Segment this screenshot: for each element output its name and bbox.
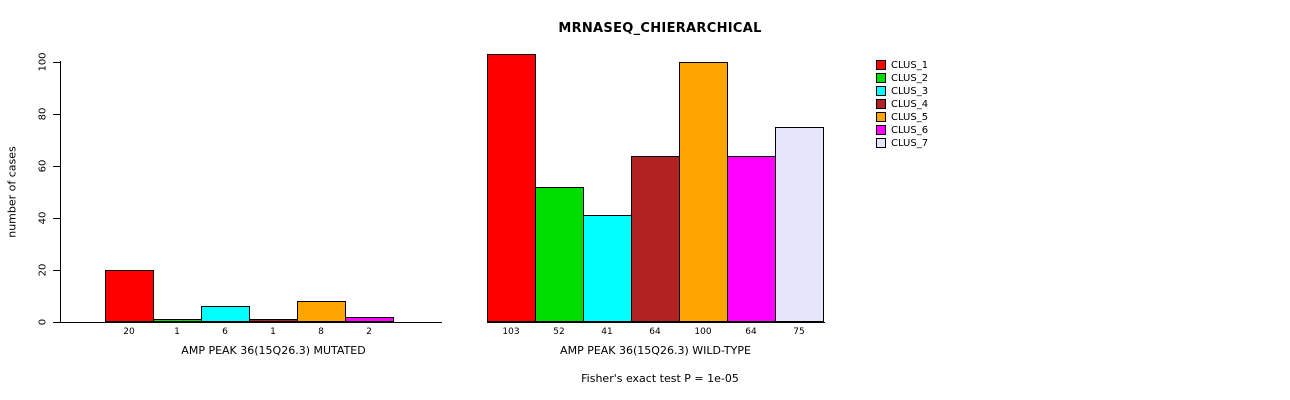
bar-clus_7 [775,127,824,322]
y-axis-title: number of cases [5,146,19,238]
footnote: Fisher's exact test P = 1e-05 [581,372,739,385]
y-tick-label: 100 [37,52,49,72]
bar-value-label: 103 [502,327,520,337]
legend-label: CLUS_6 [891,124,929,136]
legend-swatch-clus_4 [876,99,886,109]
y-tick-mark [53,322,60,323]
bar-group-mutated: 20 1 6 1 8 2 AMP PEAK 36(15Q26.3) MUTATED [105,0,442,400]
category-label-mutated: AMP PEAK 36(15Q26.3) MUTATED [181,344,366,357]
y-axis-line [60,61,61,323]
y-tick-label: 80 [37,107,49,121]
bar-value-label: 6 [222,327,228,337]
legend-swatch-clus_7 [876,138,886,148]
y-tick-label: 0 [37,318,49,326]
bar-value-label: 64 [745,327,757,337]
bar-value-label: 20 [123,327,135,337]
legend-item: CLUS_4 [876,98,928,110]
y-tick-mark [53,218,60,219]
legend-label: CLUS_3 [891,85,929,97]
legend-label: CLUS_7 [891,137,929,149]
legend-item: CLUS_6 [876,124,928,136]
bar-clus_3 [201,306,250,322]
bar-clus_3 [583,215,632,322]
bar-group-wildtype: 103 52 41 64 100 64 75 AMP PEAK 36(15Q26.3) WI… [487,0,824,400]
bar-value-label: 64 [649,327,661,337]
bar-clus_4 [631,155,680,322]
bars-wildtype [487,54,824,322]
bar-clus_6 [345,316,394,322]
x-axis-line-mutated [60,322,442,323]
bar-value-label: 52 [553,327,565,337]
bar-clus_1 [105,270,154,322]
chart-title: MRNASEQ_CHIERARCHICAL [558,21,762,36]
bar-value-label: 1 [174,327,180,337]
legend-label: CLUS_1 [891,59,929,71]
legend-label: CLUS_5 [891,111,929,123]
legend-swatch-clus_6 [876,125,886,135]
y-tick-mark [53,166,60,167]
bar-value-label: 41 [601,327,613,337]
y-tick-mark [53,270,60,271]
bar-value-labels-mutated: 20 1 6 1 8 2 [105,327,393,337]
legend: CLUS_1 CLUS_2 CLUS_3 CLUS_4 CLUS_5 CLUS_6 CLUS… [876,59,928,150]
legend-item: CLUS_1 [876,59,928,71]
bar-clus_5 [297,301,346,322]
y-tick-mark [53,62,60,63]
bar-value-label: 1 [270,327,276,337]
legend-swatch-clus_2 [876,73,886,83]
legend-item: CLUS_3 [876,85,928,97]
bar-value-label: 100 [694,327,712,337]
bar-value-label: 75 [793,327,805,337]
legend-item: CLUS_2 [876,72,928,84]
legend-swatch-clus_1 [876,60,886,70]
bar-value-label: 8 [318,327,324,337]
legend-label: CLUS_4 [891,98,929,110]
bar-clus_6 [727,155,776,322]
bar-clus_2 [153,319,202,322]
bars-mutated [105,270,394,322]
category-label-wildtype: AMP PEAK 36(15Q26.3) WILD-TYPE [560,344,751,357]
bar-value-label: 2 [366,327,372,337]
x-axis-line-wildtype [487,322,825,323]
bar-clus_4 [249,319,298,322]
legend-item: CLUS_5 [876,111,928,123]
legend-swatch-clus_5 [876,112,886,122]
legend-item: CLUS_7 [876,137,928,149]
legend-swatch-clus_3 [876,86,886,96]
bar-clus_2 [535,186,584,322]
y-tick-mark [53,114,60,115]
bar-value-labels-wildtype: 103 52 41 64 100 64 75 [487,327,823,337]
bar-clus_1 [487,54,536,322]
y-tick-label: 60 [37,159,49,173]
y-tick-label: 40 [37,211,49,225]
bar-clus_5 [679,62,728,322]
legend-label: CLUS_2 [891,72,929,84]
y-tick-label: 20 [37,263,49,277]
